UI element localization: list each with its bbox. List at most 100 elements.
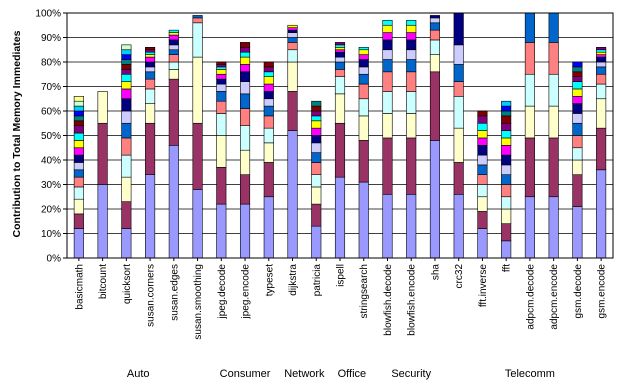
bar-segment (168, 61, 179, 70)
bar-segment (524, 12, 535, 43)
bar-segment (429, 15, 441, 19)
bar-segment (596, 98, 607, 129)
bar-segment (239, 81, 251, 95)
y-tick-label: 30% (41, 180, 61, 191)
bar-segment (501, 145, 512, 156)
bar-segment (429, 17, 441, 24)
bar-segment (287, 32, 298, 38)
bar-segment (287, 91, 298, 131)
bar-segment (382, 39, 393, 51)
y-tick-label: 40% (41, 156, 61, 167)
bar-segment (501, 184, 512, 198)
bar-segment (145, 49, 156, 53)
bar-segment (358, 46, 369, 51)
bar-segment (168, 29, 179, 33)
bar-segment (572, 88, 583, 97)
bar-segment (477, 164, 488, 175)
bar-segment (145, 88, 156, 104)
bars (73, 12, 607, 259)
bar-segment (216, 83, 227, 92)
bar-segment (168, 44, 179, 51)
bar-segment (382, 113, 393, 139)
bar-segment (73, 169, 84, 178)
group-label-telecomm: Telecomm (505, 368, 555, 380)
bar-segment (596, 46, 607, 51)
bar-gsm.encode (596, 46, 607, 259)
bar-segment (501, 100, 512, 107)
bar-segment (121, 228, 132, 259)
bar-segment (239, 93, 251, 109)
bar-segment (216, 69, 227, 75)
bar-segment (216, 64, 227, 68)
bar-segment (263, 196, 274, 259)
bar-segment (263, 83, 274, 92)
bar-segment (73, 186, 84, 200)
bar-segment (121, 69, 132, 75)
x-tick-label-dijkstra: dijkstra (288, 264, 299, 296)
bar-segment (263, 66, 274, 73)
x-tick-label-fft.inverse: fft.inverse (478, 264, 489, 308)
bar-segment (572, 81, 583, 90)
bar-segment (121, 59, 132, 65)
bar-blowfish.encode (406, 20, 417, 259)
bar-segment (216, 66, 227, 70)
bar-segment (311, 105, 322, 112)
bar-basicmath (73, 96, 84, 259)
bar-segment (382, 194, 393, 259)
bar-segment (216, 73, 227, 80)
bar-segment (406, 113, 417, 139)
bar-segment (311, 127, 322, 136)
bar-segment (311, 135, 322, 144)
bar-segment (121, 110, 132, 124)
bar-sha (429, 15, 441, 259)
bar-segment (358, 98, 369, 117)
bar-segment (73, 132, 84, 141)
bar-segment (263, 76, 274, 85)
bar-crc32 (453, 12, 464, 259)
bar-segment (572, 147, 583, 161)
y-tick-label: 90% (41, 33, 61, 44)
bar-segment (572, 76, 583, 82)
bar-segment (239, 71, 251, 82)
bar-segment (358, 49, 369, 55)
bar-segment (501, 130, 512, 139)
x-tick-label-adpcm.encode: adpcm.encode (549, 264, 560, 330)
bar-segment (477, 174, 488, 185)
bar-segment (453, 81, 464, 97)
bar-segment (263, 115, 274, 129)
y-tick-label: 60% (41, 107, 61, 118)
x-tick-label-quicksort: quicksort (122, 264, 133, 304)
bar-segment (287, 27, 298, 31)
x-tick-label-crc32: crc32 (454, 264, 465, 289)
bar-segment (477, 196, 488, 212)
bar-segment (524, 73, 535, 107)
bar-segment (97, 122, 108, 185)
bar-segment (311, 186, 322, 205)
bar-segment (501, 223, 512, 242)
bar-segment (382, 59, 393, 73)
bar-segment (192, 17, 203, 24)
bar-segment (572, 122, 583, 136)
x-tick-label-typeset: typeset (264, 264, 275, 296)
bar-segment (311, 120, 322, 129)
bar-segment (358, 115, 369, 141)
bar-adpcm.encode (548, 12, 559, 259)
bar-segment (406, 32, 417, 41)
bar-segment (239, 125, 251, 151)
bar-segment (382, 71, 393, 92)
bar-segment (145, 66, 156, 73)
y-tick-label: 10% (41, 229, 61, 240)
bar-segment (572, 159, 583, 175)
x-tick-label-bitcount: bitcount (98, 264, 109, 299)
bar-segment (501, 105, 512, 112)
bar-segment (501, 115, 512, 124)
bar-segment (97, 91, 108, 124)
group-label-security: Security (391, 368, 431, 380)
bar-segment (429, 39, 441, 55)
bar-segment (73, 198, 84, 215)
bar-segment (121, 122, 132, 139)
bar-susan.smoothing (192, 15, 203, 259)
bar-quicksort (121, 44, 132, 259)
bar-segment (358, 59, 369, 68)
bar-segment (311, 152, 322, 163)
